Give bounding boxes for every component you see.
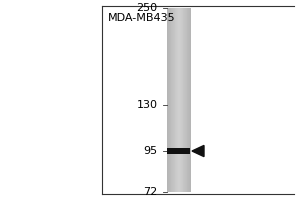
Polygon shape: [192, 145, 204, 157]
Bar: [183, 8, 184, 192]
Text: 72: 72: [143, 187, 158, 197]
Bar: [181, 8, 182, 192]
Bar: [180, 8, 181, 192]
Bar: [186, 8, 187, 192]
Bar: [172, 8, 173, 192]
Bar: [179, 8, 180, 192]
Bar: [168, 8, 169, 192]
Text: 95: 95: [143, 146, 158, 156]
Bar: [185, 8, 186, 192]
Bar: [184, 8, 185, 192]
Bar: [171, 8, 172, 192]
Bar: [182, 8, 183, 192]
Text: 250: 250: [136, 3, 158, 13]
FancyBboxPatch shape: [102, 6, 294, 194]
Bar: [169, 8, 170, 192]
Bar: [175, 8, 176, 192]
Bar: [167, 148, 190, 154]
Bar: [178, 8, 179, 192]
Bar: [188, 8, 189, 192]
Bar: [177, 8, 178, 192]
Bar: [189, 8, 190, 192]
Text: 130: 130: [136, 100, 158, 110]
Bar: [187, 8, 188, 192]
Bar: [167, 8, 168, 192]
Bar: [174, 8, 175, 192]
Bar: [173, 8, 174, 192]
Text: MDA-MB435: MDA-MB435: [108, 13, 176, 23]
Bar: [176, 8, 177, 192]
Bar: [170, 8, 171, 192]
